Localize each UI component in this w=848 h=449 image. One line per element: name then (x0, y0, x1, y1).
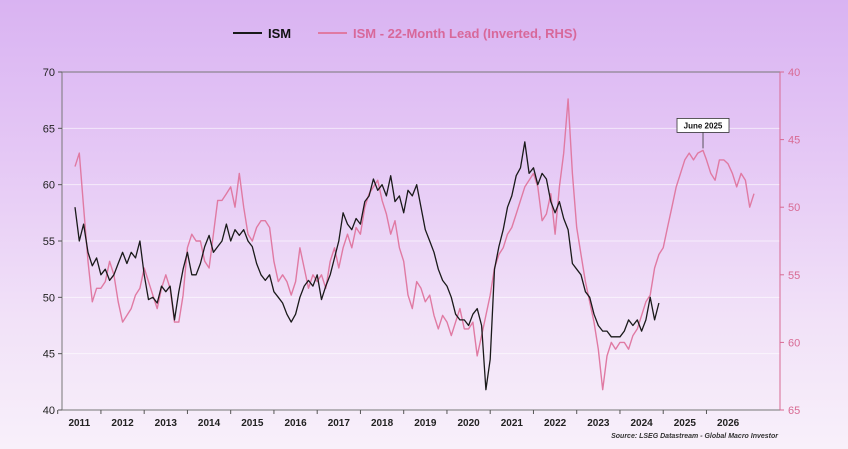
x-tick-label: 2025 (674, 418, 697, 429)
y-axis-right: 40 45 50 55 60 65 (779, 67, 800, 417)
x-tick-label: 2026 (717, 418, 740, 429)
x-tick-label: 2020 (457, 418, 480, 429)
y-left-tick-label: 45 (43, 349, 55, 361)
x-tick-label: 2018 (371, 418, 394, 429)
x-tick-label: 2024 (630, 418, 653, 429)
y-right-tick-label: 55 (788, 270, 800, 282)
gridlines (62, 71, 780, 411)
x-tick-label: 2013 (155, 418, 178, 429)
y-right-tick-label: 45 (788, 135, 800, 147)
y-left-tick-label: 55 (43, 236, 55, 248)
x-tick-label: 2021 (501, 418, 524, 429)
source-note: Source: LSEG Datastream - Global Macro I… (611, 433, 779, 440)
x-tick-label: 2012 (111, 418, 134, 429)
series-lines (74, 98, 755, 391)
x-tick-label: 2011 (68, 418, 90, 429)
y-right-tick-label: 60 (788, 337, 800, 349)
legend: ISM ISM - 22-Month Lead (Inverted, RHS) (233, 26, 577, 41)
x-tick-label: 2014 (198, 418, 221, 429)
x-tick-label: 2015 (241, 418, 264, 429)
y-left-tick-label: 60 (43, 180, 55, 192)
y-right-tick-label: 50 (788, 202, 800, 214)
legend-label-ism-lead: ISM - 22-Month Lead (Inverted, RHS) (353, 26, 577, 41)
y-right-tick-label: 40 (788, 67, 800, 79)
y-left-tick-label: 70 (43, 67, 55, 79)
series-line-ism (74, 141, 660, 391)
y-left-tick-label: 40 (43, 405, 55, 417)
x-tick-label: 2022 (544, 418, 567, 429)
annotation-label: June 2025 (684, 121, 723, 130)
x-tick-label: 2017 (328, 418, 351, 429)
x-tick-label: 2019 (414, 418, 437, 429)
x-tick-label: 2016 (284, 418, 307, 429)
series-line-ism-lead (74, 98, 755, 391)
y-left-tick-label: 65 (43, 123, 55, 135)
y-right-tick-label: 65 (788, 405, 800, 417)
y-left-tick-label: 50 (43, 292, 55, 304)
legend-label-ism: ISM (268, 26, 291, 41)
x-axis: 2011 2012 2013 2014 2015 2016 2017 2018 2019 2020… (57, 410, 740, 429)
x-tick-label: 2023 (587, 418, 610, 429)
annotation-box (676, 118, 730, 133)
annotation: June 2025 (676, 118, 730, 149)
y-axis-left: 70 65 60 55 50 45 40 (43, 67, 62, 417)
